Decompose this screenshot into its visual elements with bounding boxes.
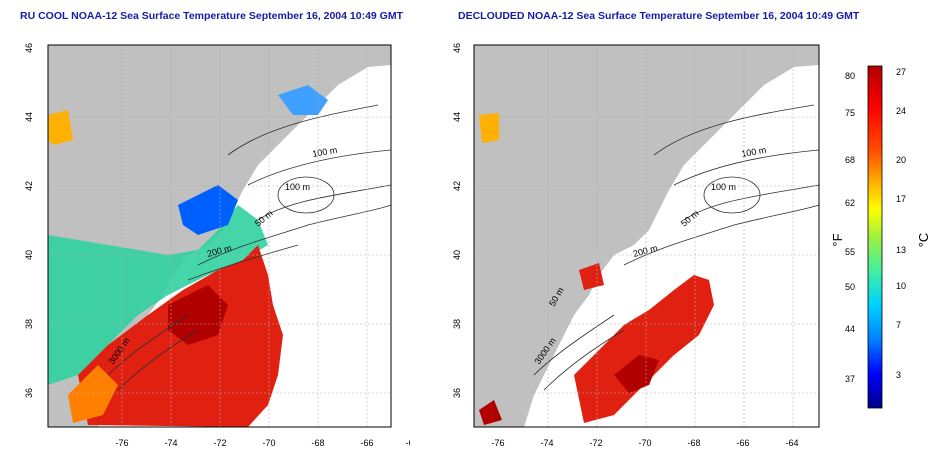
land-mass (474, 45, 819, 427)
svg-text:40: 40 (452, 250, 462, 260)
svg-text:44: 44 (845, 324, 855, 334)
svg-text:-64: -64 (785, 438, 798, 448)
right-map-title: DECLOUDED NOAA-12 Sea Surface Temperatur… (458, 10, 860, 22)
left-sst-map: 100 m 100 m 50 m 200 m 3000 m -76 -74 -7… (24, 43, 410, 448)
sst-warm-patch (168, 285, 228, 345)
left-map-title: RU COOL NOAA-12 Sea Surface Temperature … (20, 10, 404, 22)
svg-text:-70: -70 (262, 438, 275, 448)
svg-text:-72: -72 (213, 438, 226, 448)
svg-text:44: 44 (24, 112, 34, 122)
svg-text:42: 42 (24, 181, 34, 191)
svg-text:62: 62 (845, 198, 855, 208)
sst-warm-yellow (48, 110, 73, 145)
svg-text:20: 20 (896, 155, 906, 165)
celsius-ticks: 27 24 20 17 13 10 7 3 (896, 67, 906, 380)
svg-text:-76: -76 (491, 438, 504, 448)
svg-text:3: 3 (896, 370, 901, 380)
svg-text:40: 40 (24, 250, 34, 260)
sst-warm-patches (574, 275, 714, 423)
x-axis-ticks: -76 -74 -72 -70 -68 -66 -64 (115, 438, 410, 448)
y-axis-ticks: 36 38 40 42 44 46 (452, 43, 462, 398)
svg-text:55: 55 (845, 247, 855, 257)
sst-cool-patch-2 (278, 85, 328, 115)
svg-text:13: 13 (896, 245, 906, 255)
svg-text:-68: -68 (311, 438, 324, 448)
sst-cool-patch (178, 185, 238, 235)
svg-text:36: 36 (24, 388, 34, 398)
colorbar-gradient (867, 65, 883, 409)
sst-cool-coastal (48, 205, 268, 385)
svg-text:-70: -70 (638, 438, 651, 448)
x-axis-ticks: -76 -74 -72 -70 -68 -66 -64 (491, 438, 798, 448)
svg-text:7: 7 (896, 320, 901, 330)
svg-text:-72: -72 (589, 438, 602, 448)
svg-text:10: 10 (896, 281, 906, 291)
svg-text:17: 17 (896, 194, 906, 204)
svg-text:-64: -64 (405, 438, 410, 448)
contour-label: 100 m (711, 182, 736, 192)
sst-warm-far (479, 400, 502, 425)
svg-text:27: 27 (896, 67, 906, 77)
svg-text:44: 44 (452, 112, 462, 122)
svg-text:-68: -68 (687, 438, 700, 448)
sst-warm-dark (614, 355, 659, 393)
celsius-unit-label: °C (916, 233, 931, 248)
svg-text:-66: -66 (736, 438, 749, 448)
svg-text:37: 37 (845, 374, 855, 384)
svg-text:38: 38 (452, 319, 462, 329)
svg-text:80: 80 (845, 71, 855, 81)
svg-text:68: 68 (845, 155, 855, 165)
sst-warm-orange (68, 365, 118, 423)
svg-text:-74: -74 (540, 438, 553, 448)
svg-text:46: 46 (452, 43, 462, 53)
svg-text:75: 75 (845, 108, 855, 118)
svg-text:-76: -76 (115, 438, 128, 448)
svg-text:38: 38 (24, 319, 34, 329)
contour-label: 100 m (741, 145, 767, 159)
fahrenheit-ticks: 80 75 68 62 55 50 44 37 (845, 71, 855, 384)
y-axis-ticks: 36 38 40 42 44 46 (24, 43, 34, 398)
svg-text:24: 24 (896, 106, 906, 116)
sst-patch-inland (579, 263, 604, 290)
contour-label: 100 m (312, 145, 338, 159)
svg-text:-74: -74 (164, 438, 177, 448)
sst-warm-orange (479, 113, 499, 143)
fahrenheit-unit-label: °F (830, 233, 845, 246)
svg-text:50: 50 (845, 282, 855, 292)
svg-text:42: 42 (452, 181, 462, 191)
svg-text:36: 36 (452, 388, 462, 398)
contour-label: 100 m (285, 182, 310, 192)
svg-text:-66: -66 (360, 438, 373, 448)
svg-text:46: 46 (24, 43, 34, 53)
right-sst-map: 100 m 100 m 50 m 200 m 50 m 3000 m -76 -… (452, 43, 820, 448)
temperature-colorbar: 80 75 68 62 55 50 44 37 27 24 20 17 13 1… (830, 65, 931, 409)
